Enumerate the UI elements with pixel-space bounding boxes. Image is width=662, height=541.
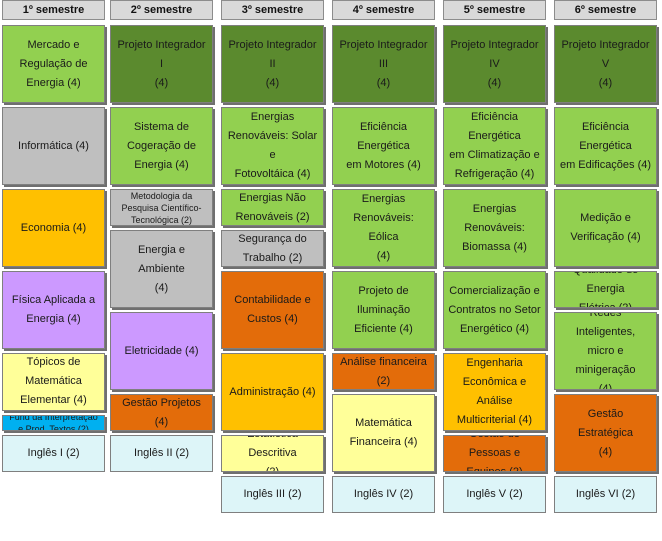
- course-cell: Economia (4): [2, 189, 105, 267]
- course-cell: Inglês VI (2): [554, 476, 657, 513]
- course-cell: Sistema de Cogeração de Energia (4): [110, 107, 213, 185]
- course-label: Inglês I (2): [27, 447, 80, 459]
- course-label: Física Aplicada a Energia (4): [11, 294, 96, 325]
- course-cell: Energia e Ambiente (4): [110, 230, 213, 308]
- course-label: Gestão de Pessoas e Equipes (2): [466, 436, 523, 472]
- semester-header-4: 4º semestre: [332, 0, 435, 20]
- course-label: Sistema de Cogeração de Energia (4): [126, 120, 197, 171]
- course-label: Mercado e Regulação de Energia (4): [19, 38, 88, 89]
- course-label: Metodologia da Pesquisa Científico- Tecn…: [121, 190, 202, 225]
- course-cell: Energias Renováveis: Solar e Fotovoltáic…: [221, 107, 324, 185]
- course-label: Projeto de Iluminação Eficiente (4): [354, 284, 413, 335]
- semester-header-1: 1º semestre: [2, 0, 105, 20]
- course-label: Análise financeira (2): [340, 355, 427, 387]
- course-label: Qualidade de Energia Elétrica (2): [573, 272, 638, 308]
- course-cell: Eletricidade (4): [110, 312, 213, 390]
- course-cell: Mercado e Regulação de Energia (4): [2, 25, 105, 103]
- course-label: Projeto Integrador III (4): [339, 38, 428, 89]
- course-cell: Projeto Integrador III (4): [332, 25, 435, 103]
- course-label: Estatística Descritiva (2): [247, 436, 298, 472]
- course-label: Inglês VI (2): [575, 488, 636, 500]
- course-cell: Projeto Integrador I (4): [110, 25, 213, 103]
- course-label: Energias Renováveis: Solar e Fotovoltáic…: [227, 111, 318, 180]
- course-label: Projeto Integrador V (4): [561, 38, 650, 89]
- course-label: Inglês V (2): [466, 488, 523, 500]
- course-label: Fund da Interpretação e Prod. Textos (2): [9, 414, 98, 431]
- course-cell: Energias Renováveis: Biomassa (4): [443, 189, 546, 267]
- course-cell: Qualidade de Energia Elétrica (2): [554, 271, 657, 308]
- course-cell: Redes Inteligentes, micro e minigeração …: [554, 312, 657, 390]
- course-cell: Informática (4): [2, 107, 105, 185]
- course-cell: Projeto Integrador II (4): [221, 25, 324, 103]
- course-label: Engenharia Econômica e Análise Multicrit…: [456, 357, 533, 426]
- course-cell: Segurança do Trabalho (2): [221, 230, 324, 267]
- course-label: Inglês III (2): [243, 488, 302, 500]
- course-cell: Contabilidade e Custos (4): [221, 271, 324, 349]
- course-cell: Eficiência Energética em Edificações (4): [554, 107, 657, 185]
- course-cell: Projeto Integrador IV (4): [443, 25, 546, 103]
- course-cell: Projeto Integrador V (4): [554, 25, 657, 103]
- course-label: Projeto Integrador I (4): [117, 38, 206, 89]
- course-cell: Tópicos de Matemática Elementar (4): [2, 353, 105, 411]
- course-label: Contabilidade e Custos (4): [234, 294, 311, 325]
- course-label: Energias Renováveis: Eólica (4): [353, 193, 414, 262]
- course-label: Inglês II (2): [133, 447, 190, 459]
- course-cell: Física Aplicada a Energia (4): [2, 271, 105, 349]
- course-label: Informática (4): [18, 139, 89, 152]
- course-cell: Inglês II (2): [110, 435, 213, 472]
- course-label: Energias Renováveis: Biomassa (4): [462, 202, 527, 253]
- course-label: Administração (4): [229, 385, 316, 398]
- course-cell: Análise financeira (2): [332, 353, 435, 390]
- course-cell: Projeto de Iluminação Eficiente (4): [332, 271, 435, 349]
- semester-header-6: 6º semestre: [554, 0, 657, 20]
- course-label: Medição e Verificação (4): [570, 212, 641, 243]
- course-cell: Administração (4): [221, 353, 324, 431]
- course-cell: Metodologia da Pesquisa Científico- Tecn…: [110, 189, 213, 226]
- course-label: Redes Inteligentes, micro e minigeração …: [575, 312, 636, 390]
- course-label: Gestão Projetos (4): [122, 396, 201, 428]
- course-cell: Engenharia Econômica e Análise Multicrit…: [443, 353, 546, 431]
- course-cell: Gestão de Pessoas e Equipes (2): [443, 435, 546, 472]
- course-cell: Eficiência Energética em Climatização e …: [443, 107, 546, 185]
- course-label: Eletricidade (4): [124, 344, 199, 357]
- course-cell: Gestão Estratégica (4): [554, 394, 657, 472]
- course-label: Comercialização e Contratos no Setor Ene…: [448, 284, 541, 335]
- semester-header-5: 5º semestre: [443, 0, 546, 20]
- course-label: Eficiência Energética em Motores (4): [346, 120, 421, 171]
- course-cell: Estatística Descritiva (2): [221, 435, 324, 472]
- course-cell: Matemática Financeira (4): [332, 394, 435, 472]
- course-cell: Medição e Verificação (4): [554, 189, 657, 267]
- course-cell: Gestão Projetos (4): [110, 394, 213, 431]
- course-label: Gestão Estratégica (4): [577, 407, 634, 458]
- course-label: Energias Não Renováveis (2): [235, 191, 310, 223]
- course-label: Inglês IV (2): [353, 488, 414, 500]
- course-label: Projeto Integrador II (4): [228, 38, 317, 89]
- semester-header-3: 3º semestre: [221, 0, 324, 20]
- course-cell: Inglês III (2): [221, 476, 324, 513]
- semester-header-2: 2º semestre: [110, 0, 213, 20]
- course-cell: Inglês IV (2): [332, 476, 435, 513]
- course-cell: Energias Não Renováveis (2): [221, 189, 324, 226]
- course-label: Eficiência Energética em Climatização e …: [449, 111, 540, 180]
- course-label: Eficiência Energética em Edificações (4): [559, 120, 652, 171]
- course-cell: Fund da Interpretação e Prod. Textos (2): [2, 414, 105, 431]
- course-label: Energia e Ambiente (4): [137, 243, 186, 294]
- course-cell: Inglês V (2): [443, 476, 546, 513]
- course-cell: Comercialização e Contratos no Setor Ene…: [443, 271, 546, 349]
- course-label: Tópicos de Matemática Elementar (4): [20, 356, 87, 407]
- course-cell: Eficiência Energética em Motores (4): [332, 107, 435, 185]
- course-label: Segurança do Trabalho (2): [238, 232, 307, 264]
- course-label: Matemática Financeira (4): [349, 417, 418, 448]
- course-label: Projeto Integrador IV (4): [450, 38, 539, 89]
- course-cell: Energias Renováveis: Eólica (4): [332, 189, 435, 267]
- course-cell: Inglês I (2): [2, 435, 105, 472]
- course-label: Economia (4): [20, 221, 87, 234]
